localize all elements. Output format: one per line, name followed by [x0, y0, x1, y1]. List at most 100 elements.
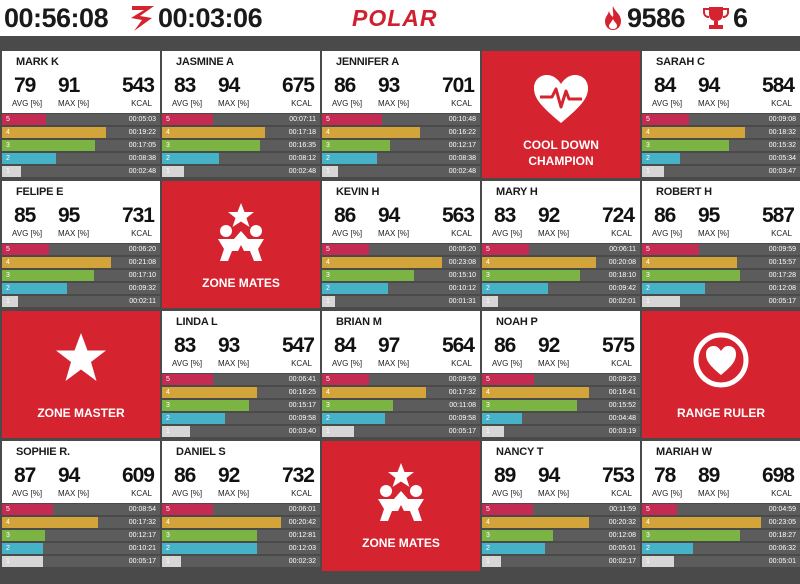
- participant-tile[interactable]: MARK K 79 91 543 AVG [%] MAX [%] KCAL 5 00:05:03…: [2, 51, 160, 178]
- zone-number: 3: [486, 532, 490, 539]
- zone-number: 3: [646, 272, 650, 279]
- zone-time: 00:02:48: [288, 168, 316, 175]
- zone-time: 00:05:34: [768, 155, 796, 162]
- avg-hr-value: 78: [654, 464, 676, 487]
- zone-bars: 5 00:06:11 4 00:20:08 3 00:18:10 2 00:09:42 1 00:…: [482, 243, 640, 308]
- participant-tile[interactable]: SARAH C 84 94 584 AVG [%] MAX [%] KCAL 5 00:09:0…: [642, 51, 800, 178]
- polar-logo: POLAR: [344, 4, 454, 32]
- zone-number: 2: [6, 155, 10, 162]
- zone-bar: [322, 374, 369, 385]
- zone-time: 00:20:32: [608, 519, 636, 526]
- participant-tile[interactable]: MARY H 83 92 724 AVG [%] MAX [%] KCAL 5 00:06:11…: [482, 181, 640, 308]
- participant-tile[interactable]: BRIAN M 84 97 564 AVG [%] MAX [%] KCAL 5 00:09:5…: [322, 311, 480, 438]
- max-hr-value: 97: [378, 334, 400, 357]
- participant-tile[interactable]: NANCY T 89 94 753 AVG [%] MAX [%] KCAL 5 00:11:5…: [482, 441, 640, 568]
- zone-time: 00:21:08: [128, 259, 156, 266]
- zone-row: 4 00:18:32: [642, 127, 800, 138]
- zone-number: 2: [6, 285, 10, 292]
- max-hr-value: 92: [538, 334, 560, 357]
- zone-bar: [482, 400, 577, 411]
- zone-number: 3: [166, 402, 170, 409]
- zone-bar: [482, 283, 548, 294]
- zone-row: 2 00:06:32: [642, 543, 800, 554]
- zone-bar: [2, 166, 21, 177]
- zone-time: 00:08:38: [448, 155, 476, 162]
- participant-tile[interactable]: JENNIFER A 86 93 701 AVG [%] MAX [%] KCAL 5 00:1…: [322, 51, 480, 178]
- max-label: MAX [%]: [218, 489, 250, 498]
- zone-number: 1: [646, 558, 650, 565]
- zone-row: 5 00:05:03: [2, 114, 160, 125]
- zone-bar: [642, 543, 693, 554]
- zone-number: 5: [6, 246, 10, 253]
- zone-row: 5 00:06:20: [2, 244, 160, 255]
- heart-pulse-icon: [482, 73, 640, 130]
- zone-bar: [482, 517, 589, 528]
- zone-bar: [162, 413, 225, 424]
- calories-value: 587: [761, 204, 795, 227]
- zone-time: 00:07:11: [289, 116, 316, 123]
- max-label: MAX [%]: [58, 99, 90, 108]
- zone-number: 5: [646, 116, 650, 123]
- kcal-label: KCAL: [131, 99, 152, 108]
- zone-bar: [2, 114, 46, 125]
- zone-number: 5: [326, 246, 330, 253]
- participant-tile[interactable]: ROBERT H 86 95 587 AVG [%] MAX [%] KCAL 5 00:09:…: [642, 181, 800, 308]
- zone-time: 00:03:19: [608, 428, 636, 435]
- avg-hr-value: 79: [14, 74, 36, 97]
- zone-row: 3 00:17:10: [2, 270, 160, 281]
- participant-tile[interactable]: LINDA L 83 93 547 AVG [%] MAX [%] KCAL 5 00:06:4…: [162, 311, 320, 438]
- participant-tile[interactable]: FELIPE E 85 95 731 AVG [%] MAX [%] KCAL 5 00:06:…: [2, 181, 160, 308]
- participant-name: FELIPE E: [16, 186, 64, 198]
- zone-bar: [2, 270, 94, 281]
- zone-bar: [482, 387, 589, 398]
- participant-tile[interactable]: JASMINE A 83 94 675 AVG [%] MAX [%] KCAL 5 00:07…: [162, 51, 320, 178]
- zone-number: 4: [326, 259, 330, 266]
- avg-label: AVG [%]: [652, 489, 683, 498]
- zone-number: 4: [646, 129, 650, 136]
- zone-time: 00:09:58: [288, 415, 316, 422]
- participant-tile[interactable]: NOAH P 86 92 575 AVG [%] MAX [%] KCAL 5 00:09:23…: [482, 311, 640, 438]
- zone-time: 00:09:59: [448, 376, 476, 383]
- participant-name: DANIEL S: [176, 446, 226, 458]
- zone-time: 00:06:11: [609, 246, 636, 253]
- zone-time: 00:09:42: [608, 285, 636, 292]
- avg-hr-value: 86: [174, 464, 196, 487]
- zone-number: 5: [646, 506, 650, 513]
- avg-hr-value: 86: [494, 334, 516, 357]
- zone-number: 4: [326, 129, 330, 136]
- zone-number: 2: [646, 155, 650, 162]
- zone-bars: 5 00:09:23 4 00:16:41 3 00:15:52 2 00:04:48 1 00:…: [482, 373, 640, 438]
- zone-number: 1: [486, 558, 490, 565]
- zone-time: 00:12:08: [768, 285, 796, 292]
- zone-bar: [2, 504, 53, 515]
- zone-bar: [642, 153, 680, 164]
- zone-time: 00:02:48: [448, 168, 476, 175]
- zone-number: 5: [6, 116, 10, 123]
- participant-tile[interactable]: KEVIN H 86 94 563 AVG [%] MAX [%] KCAL 5 00:05:2…: [322, 181, 480, 308]
- zone-row: 3 00:12:08: [482, 530, 640, 541]
- participant-tile[interactable]: MARIAH W 78 89 698 AVG [%] MAX [%] KCAL 5 00:04:…: [642, 441, 800, 568]
- participant-tile[interactable]: DANIEL S 86 92 732 AVG [%] MAX [%] KCAL 5 00:06:…: [162, 441, 320, 568]
- zone-bars: 5 00:05:20 4 00:23:08 3 00:15:10 2 00:10:12 1 00:…: [322, 243, 480, 308]
- zone-bar: [482, 556, 501, 567]
- zone-bar: [162, 426, 190, 437]
- zone-time: 00:08:38: [128, 155, 156, 162]
- zone-bars: 5 00:06:41 4 00:16:25 3 00:15:17 2 00:09:58 1 00:…: [162, 373, 320, 438]
- max-label: MAX [%]: [58, 489, 90, 498]
- max-hr-value: 93: [378, 74, 400, 97]
- zone-number: 3: [646, 142, 650, 149]
- zone-row: 1 00:02:48: [322, 166, 480, 177]
- avg-label: AVG [%]: [172, 489, 203, 498]
- zone-number: 2: [486, 285, 490, 292]
- zone-bar: [322, 140, 390, 151]
- avg-label: AVG [%]: [492, 489, 523, 498]
- participant-grid: MARK K 79 91 543 AVG [%] MAX [%] KCAL 5 00:05:03…: [0, 51, 800, 571]
- zone-time: 00:02:11: [129, 298, 156, 305]
- zone-bar: [482, 504, 533, 515]
- avg-hr-value: 84: [654, 74, 676, 97]
- zone-time: 00:05:20: [448, 246, 476, 253]
- zone-master-label: ZONE MASTER: [37, 406, 125, 420]
- participant-tile[interactable]: SOPHIE R. 87 94 609 AVG [%] MAX [%] KCAL 5 00:08…: [2, 441, 160, 568]
- zone-bar: [162, 374, 213, 385]
- zone-row: 5 00:06:11: [482, 244, 640, 255]
